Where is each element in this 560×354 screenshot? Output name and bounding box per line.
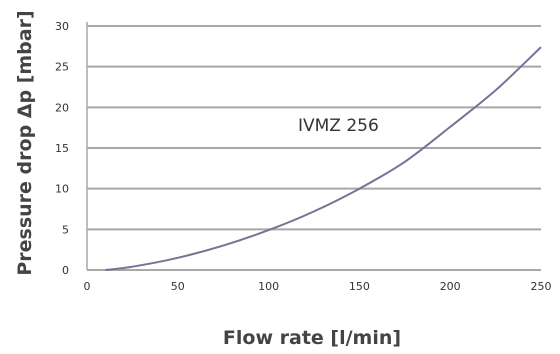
x-axis-title: Flow rate [l/min] (223, 327, 401, 349)
series-line (105, 46, 542, 271)
axes (86, 22, 541, 271)
y-tick-label: 20 (55, 101, 69, 114)
y-tick-label: 30 (55, 20, 69, 33)
y-tick-labels: 0 5 10 15 20 25 30 (55, 20, 69, 277)
y-tick-label: 25 (55, 61, 69, 74)
y-tick-label: 0 (62, 264, 69, 277)
y-tick-label: 5 (62, 223, 69, 236)
grid-lines (87, 25, 541, 231)
x-tick-label: 0 (84, 280, 91, 293)
y-tick-label: 10 (55, 183, 69, 196)
x-tick-label: 150 (349, 280, 370, 293)
x-tick-label: 250 (531, 280, 552, 293)
x-tick-label: 200 (440, 280, 461, 293)
x-tick-label: 100 (258, 280, 279, 293)
curve-annotation: IVMZ 256 (298, 116, 379, 136)
y-axis-title: Pressure drop Δp [mbar] (14, 10, 36, 275)
x-tick-labels: 0 50 100 150 200 250 (84, 280, 552, 293)
y-tick-label: 15 (55, 142, 69, 155)
x-tick-label: 50 (171, 280, 185, 293)
